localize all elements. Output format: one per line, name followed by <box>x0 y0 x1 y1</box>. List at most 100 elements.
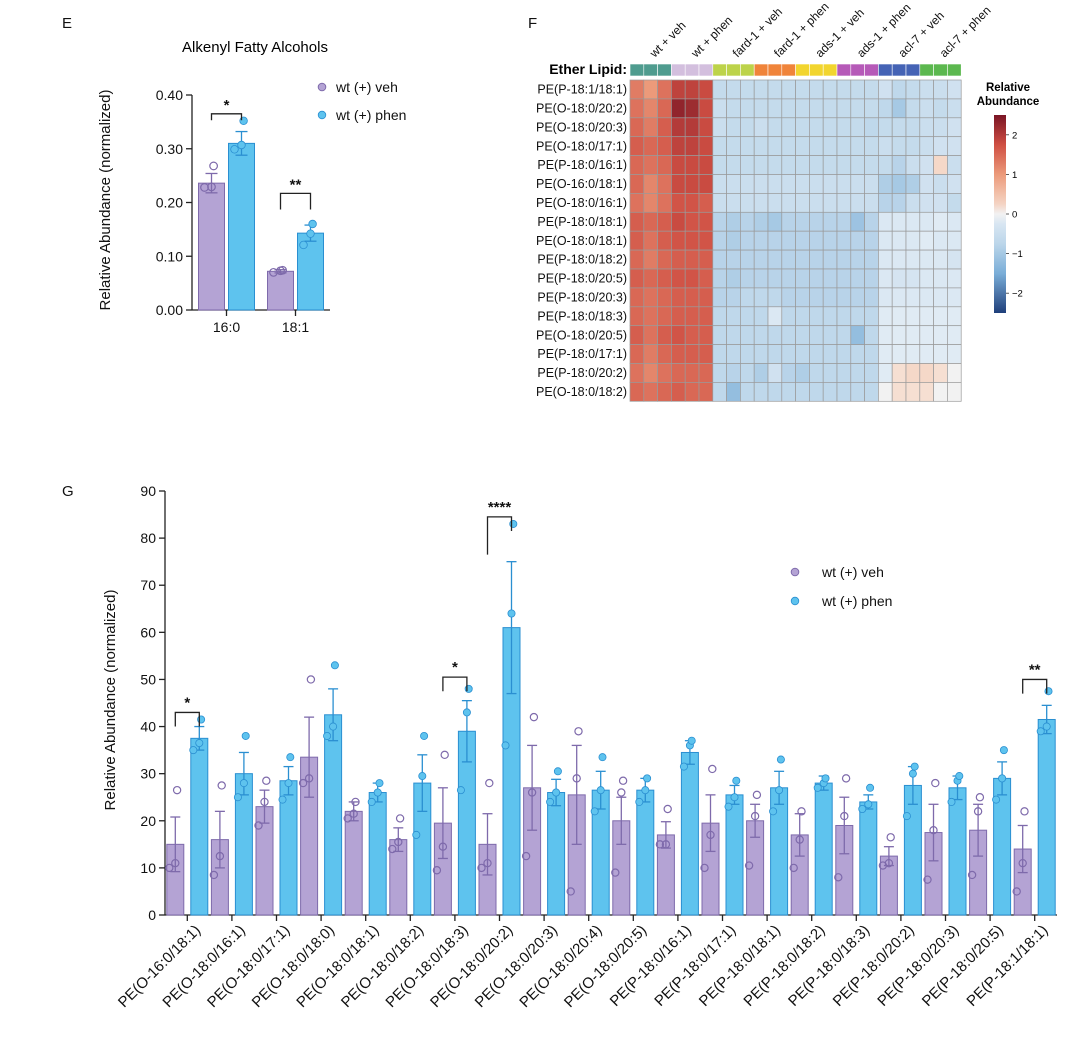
heatmap-cell <box>698 117 714 138</box>
heatmap-cell <box>684 268 700 289</box>
heatmap-cell <box>836 382 852 402</box>
heatmap-cell <box>933 306 948 327</box>
heatmap-cell <box>933 344 948 364</box>
bar <box>344 810 363 916</box>
y-tick-label: 80 <box>140 530 156 546</box>
colorbar-title-line2: Abundance <box>977 96 1040 108</box>
heatmap-cell <box>850 325 865 345</box>
data-point <box>298 778 308 788</box>
data-point <box>418 772 427 781</box>
heatmap-cell <box>740 382 755 402</box>
heatmap-cell <box>643 249 658 270</box>
heatmap-cell <box>629 382 645 402</box>
heatmap-cell <box>809 117 824 138</box>
heatmap-cell <box>740 117 755 138</box>
heatmap-cell <box>919 325 934 345</box>
bar <box>267 270 294 311</box>
colorbar-tick-label: −1 <box>1012 249 1023 260</box>
data-point <box>687 736 696 745</box>
heatmap-cell <box>657 268 672 289</box>
heatmap-cell <box>878 155 893 175</box>
heatmap-cell <box>878 268 893 289</box>
heatmap-cell <box>629 193 645 213</box>
heatmap-cell <box>671 344 686 364</box>
heatmap-cell <box>629 155 645 175</box>
heatmap-cell <box>684 136 700 156</box>
heatmap-cell <box>822 98 838 119</box>
heatmap-cell <box>919 382 934 402</box>
data-point <box>769 807 778 816</box>
heatmap-cell <box>809 249 824 270</box>
data-point <box>438 842 448 851</box>
heatmap-cell <box>836 287 852 308</box>
heatmap-cell <box>947 382 962 402</box>
data-point <box>598 753 607 762</box>
data-point <box>931 778 940 788</box>
data-point <box>329 722 338 731</box>
heatmap-cell <box>767 193 783 213</box>
heatmap-cell <box>753 306 769 327</box>
heatmap-cell <box>891 174 907 194</box>
heatmap-cell <box>643 363 658 383</box>
heatmap-cell <box>698 98 714 119</box>
heatmap-cell <box>905 382 921 402</box>
heatmap-cell <box>850 79 865 100</box>
heatmap-cell <box>781 306 796 327</box>
heatmap-cell <box>878 211 893 232</box>
heatmap-cell <box>767 344 783 364</box>
data-point <box>432 866 442 875</box>
heatmap-cell <box>850 363 865 383</box>
significance-bracket <box>486 516 513 555</box>
heatmap-cell <box>822 230 838 251</box>
heatmap-cell <box>947 193 962 213</box>
heatmap-cell <box>753 193 769 213</box>
data-point <box>886 833 895 842</box>
group-color-cell <box>822 63 838 77</box>
group-color-cell <box>740 63 755 77</box>
heatmap-cell <box>919 136 934 156</box>
data-point <box>509 519 518 528</box>
heatmap-cell <box>698 287 714 308</box>
x-tick-label: PE(P-18:0/20:5) <box>919 922 1007 1010</box>
heatmap-cell <box>822 382 838 402</box>
data-point <box>395 814 405 823</box>
y-tick-label: 30 <box>140 766 156 782</box>
heatmap-cell <box>919 155 934 175</box>
heatmap-cell <box>947 268 962 289</box>
heatmap-row-label: PE(P-18:0/20:3) <box>537 291 627 305</box>
heatmap-cell <box>698 306 714 327</box>
data-point <box>462 708 471 717</box>
heatmap-cell <box>850 249 865 270</box>
heatmap-cell <box>712 344 727 364</box>
heatmap-cell <box>919 306 934 327</box>
data-point <box>617 788 626 797</box>
heatmap-cell <box>919 287 934 308</box>
bar <box>228 142 255 311</box>
heatmap-cell <box>947 211 962 232</box>
panel-f-letter: F <box>528 15 537 32</box>
heatmap-cell <box>712 306 727 327</box>
x-tick-label: PE(P-18:0/16:1) <box>607 922 695 1010</box>
heatmap-cell <box>726 193 741 213</box>
heatmap-cell <box>726 230 741 251</box>
data-point <box>394 837 403 847</box>
heatmap-cell <box>905 193 921 213</box>
data-point <box>795 835 804 844</box>
data-point <box>789 863 798 873</box>
heatmap-cell <box>698 363 714 383</box>
data-point <box>262 776 271 785</box>
heatmap-cell <box>878 382 893 402</box>
heatmap-cell <box>878 230 893 251</box>
heatmap-cell <box>629 344 645 364</box>
data-point <box>724 802 733 811</box>
heatmap-cell <box>905 211 921 232</box>
heatmap-cell <box>712 211 727 232</box>
heatmap-cell <box>933 193 948 213</box>
heatmap-cell <box>919 230 934 251</box>
heatmap-cell <box>657 344 672 364</box>
data-point <box>797 807 806 816</box>
heatmap-cell <box>726 79 741 100</box>
group-color-cell <box>809 63 824 77</box>
heatmap-cell <box>809 155 824 175</box>
heatmap-cell <box>891 211 907 232</box>
